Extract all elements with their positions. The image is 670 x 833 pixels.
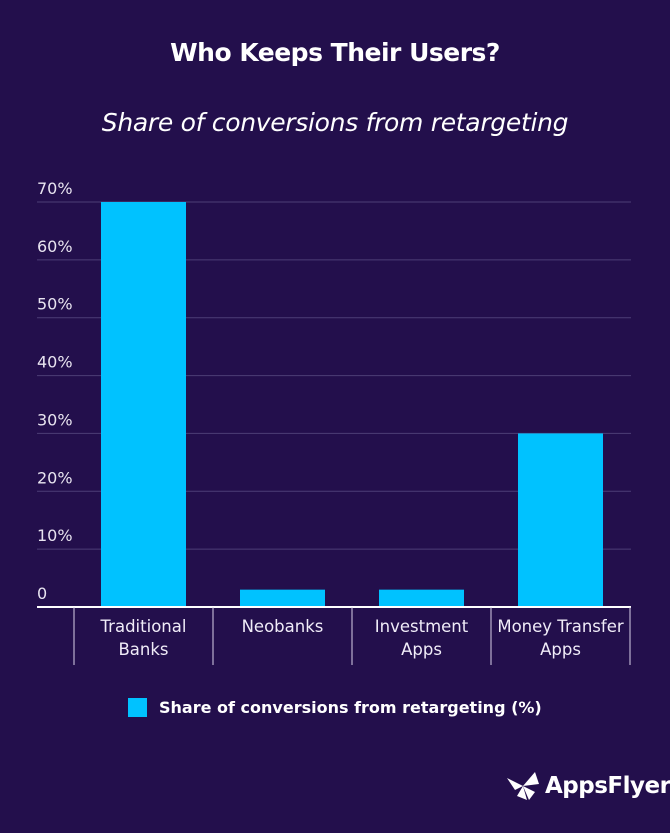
y-tick-label: 10% <box>37 526 73 545</box>
x-tick-label: Money Transfer <box>497 617 624 636</box>
chart-subtitle: Share of conversions from retargeting <box>101 108 569 137</box>
y-tick-label: 30% <box>37 410 73 429</box>
legend: Share of conversions from retargeting (%… <box>128 698 542 717</box>
x-axis-labels: Traditional Banks Neobanks Investment Apps Mo… <box>100 617 624 659</box>
y-tick-label: 70% <box>37 179 73 198</box>
y-tick-label: 0 <box>37 584 47 603</box>
x-tick-label: Investment <box>375 617 469 636</box>
bar <box>379 589 464 607</box>
bar <box>518 433 603 607</box>
y-tick-label: 20% <box>37 468 73 487</box>
x-tick-label: Neobanks <box>242 617 324 636</box>
bar <box>240 589 325 607</box>
bar <box>101 202 186 607</box>
x-tick-label: Banks <box>118 640 168 659</box>
appsflyer-logo-icon <box>507 772 539 800</box>
y-axis-ticks: 0 10% 20% 30% 40% 50% 60% 70% <box>37 179 73 603</box>
y-tick-label: 60% <box>37 237 73 256</box>
legend-swatch <box>128 698 147 717</box>
x-axis <box>37 606 631 665</box>
x-tick-label: Apps <box>401 640 442 659</box>
chart-title: Who Keeps Their Users? <box>170 38 500 67</box>
appsflyer-logo: AppsFlyer <box>505 770 670 802</box>
y-tick-label: 50% <box>37 295 73 314</box>
brand-name: AppsFlyer <box>545 773 670 799</box>
x-tick-label: Traditional <box>100 617 187 636</box>
x-tick-label: Apps <box>540 640 581 659</box>
legend-label: Share of conversions from retargeting (%… <box>159 698 542 717</box>
bars <box>101 202 603 607</box>
y-tick-label: 40% <box>37 353 73 372</box>
